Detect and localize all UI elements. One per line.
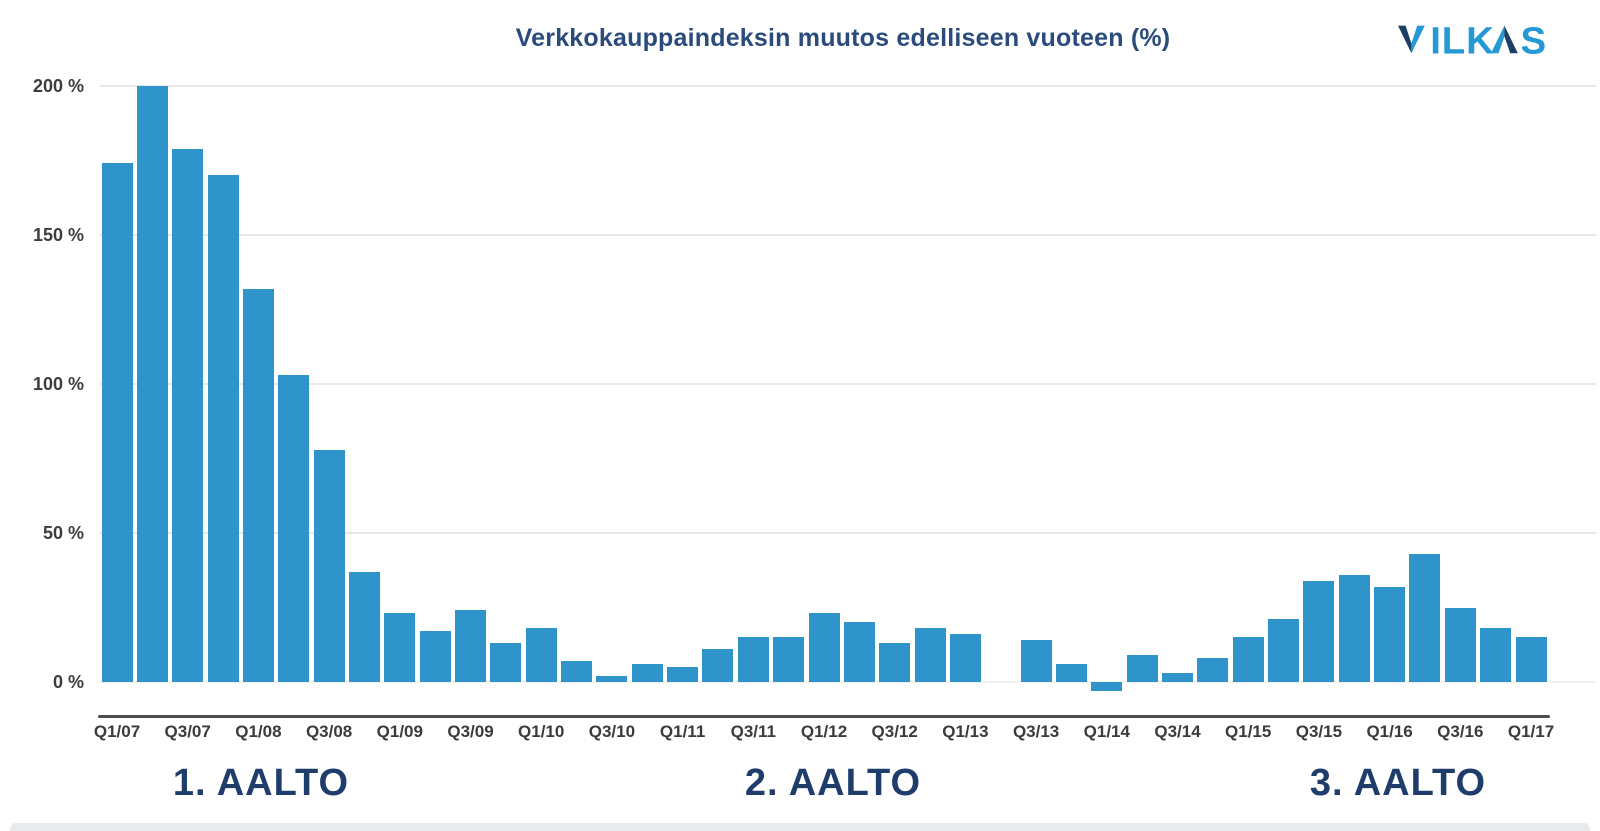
- bar-Q4/13: [1055, 664, 1087, 682]
- logo-a-right-stroke: [1504, 25, 1518, 54]
- gridline-0: [100, 681, 1596, 683]
- x-tick-label: Q3/14: [1154, 722, 1201, 741]
- x-tick-label: Q1/12: [800, 722, 848, 741]
- bar-Q4/10: [631, 664, 663, 682]
- bar-Q1/12: [808, 613, 840, 682]
- x-tick-label: Q1/09: [376, 722, 423, 741]
- wave-label-3: 3. AALTO: [1309, 762, 1487, 804]
- bar-Q2/08: [278, 375, 310, 682]
- gridline-50: [100, 532, 1596, 534]
- bar-Q4/15: [1338, 574, 1370, 682]
- y-tick-label: 100 %: [32, 374, 84, 394]
- bar-Q3/07: [172, 148, 204, 682]
- bar-Q3/09: [455, 610, 486, 682]
- x-tick-label: Q3/13: [1012, 722, 1060, 741]
- x-tick-label: Q1/16: [1366, 722, 1413, 741]
- bar-Q1/17: [1515, 637, 1547, 682]
- bar-Q1/14: [1091, 682, 1123, 691]
- bar-Q3/14: [1162, 673, 1193, 682]
- bar-Q4/11: [773, 637, 805, 682]
- x-tick-label: Q1/13: [942, 722, 989, 741]
- x-tick-label: Q1/11: [659, 722, 706, 741]
- bar-Q2/12: [843, 622, 875, 682]
- x-tick-label: Q1/10: [518, 722, 565, 741]
- x-tick-label: Q3/11: [730, 722, 776, 741]
- y-tick-label: 50 %: [42, 523, 84, 543]
- x-tick-label: Q3/08: [305, 722, 353, 741]
- bar-Q1/13: [949, 634, 981, 682]
- bar-Q2/07: [136, 86, 168, 682]
- bar-Q1/10: [525, 628, 557, 682]
- wave-label-2: 2. AALTO: [744, 762, 922, 804]
- bar-Q2/09: [419, 631, 451, 682]
- bar-Q2/10: [561, 661, 593, 682]
- gridline-100: [100, 383, 1596, 385]
- x-tick-label: Q3/16: [1437, 722, 1484, 741]
- x-tick-label: Q3/09: [447, 722, 494, 741]
- bar-Q4/14: [1197, 658, 1229, 682]
- x-tick-label: Q1/15: [1225, 722, 1272, 741]
- bar-Q1/09: [384, 613, 416, 682]
- x-tick-label: Q3/07: [164, 722, 211, 741]
- gridline-200: [100, 85, 1596, 87]
- bottom-band: [10, 823, 1590, 831]
- bar-Q3/15: [1303, 580, 1335, 682]
- bar-Q1/15: [1232, 637, 1264, 682]
- vilkas-logo-svg: ILK S: [1398, 19, 1546, 62]
- x-tick-label: Q1/17: [1507, 722, 1555, 741]
- bar-Q2/14: [1126, 655, 1158, 682]
- x-tick-label: Q3/10: [588, 722, 636, 741]
- bar-Q3/11: [737, 637, 769, 682]
- x-axis-line: [98, 715, 1550, 718]
- x-tick-label: Q1/08: [235, 722, 282, 741]
- bar-Q1/08: [242, 288, 274, 682]
- x-tick-label: Q3/12: [871, 722, 918, 741]
- x-tick-label: Q1/14: [1083, 722, 1130, 741]
- bar-Q1/11: [667, 667, 699, 682]
- bar-Q4/07: [207, 175, 239, 682]
- bar-Q2/15: [1268, 619, 1300, 682]
- bar-Q3/16: [1444, 607, 1476, 682]
- y-tick-label: 150 %: [32, 225, 84, 245]
- wave-label-1: 1. AALTO: [172, 762, 350, 804]
- bar-Q1/07: [101, 163, 133, 682]
- bar-Q3/10: [596, 676, 628, 682]
- y-tick-label: 0 %: [52, 672, 84, 692]
- y-tick-label: 200 %: [32, 76, 84, 96]
- bar-Q4/16: [1480, 628, 1512, 682]
- x-tick-label: Q1/07: [93, 722, 141, 741]
- bar-Q3/13: [1020, 640, 1052, 682]
- logo-s-letter: S: [1520, 22, 1546, 56]
- bar-Q4/08: [348, 571, 380, 682]
- gridline-150: [100, 234, 1596, 236]
- logo-ilk-letters: ILK: [1430, 22, 1495, 56]
- chart-title: Verkkokauppaindeksin muutos edelliseen v…: [515, 24, 1171, 52]
- bar-Q1/16: [1374, 586, 1406, 682]
- logo-v-left-stroke: [1398, 25, 1412, 54]
- bar-Q3/08: [313, 449, 345, 682]
- bar-Q4/12: [914, 628, 946, 682]
- bar-Q4/09: [490, 643, 522, 682]
- bar-Q2/16: [1409, 553, 1441, 682]
- bar-Q2/11: [702, 649, 734, 682]
- vilkas-logo: ILK S: [1398, 19, 1550, 62]
- x-tick-label: Q3/15: [1295, 722, 1343, 741]
- bar-Q3/12: [879, 643, 911, 682]
